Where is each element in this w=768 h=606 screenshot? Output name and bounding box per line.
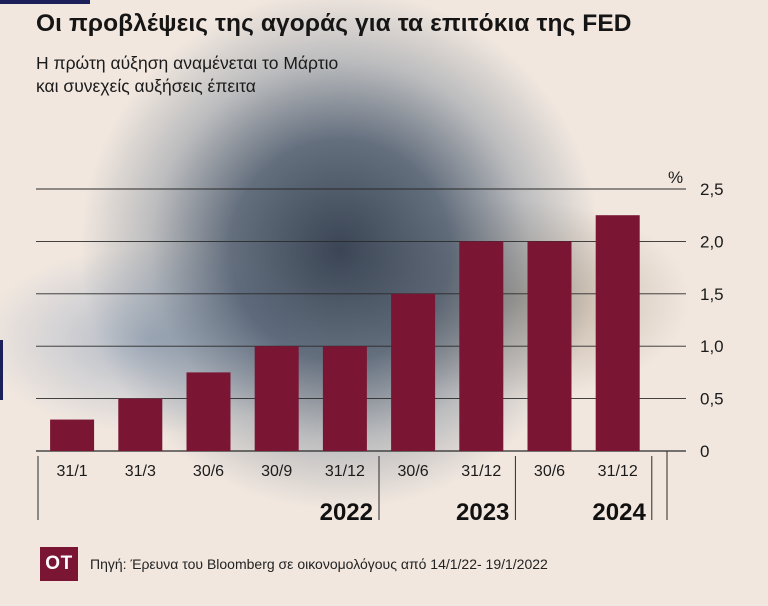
chart-subtitle: Η πρώτη αύξηση αναμένεται το Μάρτιο και …: [36, 53, 339, 96]
bar: [254, 346, 299, 451]
bar: [186, 372, 231, 451]
x-tick-label: 31/12: [598, 463, 638, 480]
x-tick-label: 31/1: [57, 463, 88, 480]
x-tick-label: 31/12: [325, 463, 365, 480]
x-tick-label: 30/9: [261, 463, 292, 480]
y-tick-label: 0,5: [700, 390, 724, 409]
bar: [459, 241, 504, 451]
unit-label: %: [668, 168, 683, 187]
y-tick-label: 2,5: [700, 180, 724, 199]
y-tick-label: 0: [700, 442, 709, 461]
y-tick-label: 2,0: [700, 232, 724, 251]
x-tick-label: 30/6: [398, 463, 429, 480]
y-tick-label: 1,0: [700, 337, 724, 356]
x-tick-label: 30/6: [534, 463, 565, 480]
year-label: 2023: [456, 499, 509, 526]
bar: [391, 293, 436, 451]
bar: [50, 419, 95, 451]
bar: [118, 398, 163, 451]
top-accent-line: [0, 0, 90, 4]
year-label: 2024: [592, 499, 646, 526]
year-label: 2022: [320, 499, 373, 526]
y-tick-label: 1,5: [700, 285, 724, 304]
bar: [595, 215, 640, 451]
x-tick-label: 31/3: [125, 463, 156, 480]
source-note: Πηγή: Έρευνα του Bloomberg σε οικονομολό…: [90, 556, 548, 572]
ot-logo: OT: [40, 547, 78, 581]
left-accent-line: [0, 340, 3, 400]
chart-title: Οι προβλέψεις της αγοράς για τα επιτόκια…: [36, 10, 632, 37]
x-tick-label: 30/6: [193, 463, 224, 480]
bar: [322, 346, 367, 451]
bar: [527, 241, 572, 451]
x-tick-label: 31/12: [461, 463, 501, 480]
